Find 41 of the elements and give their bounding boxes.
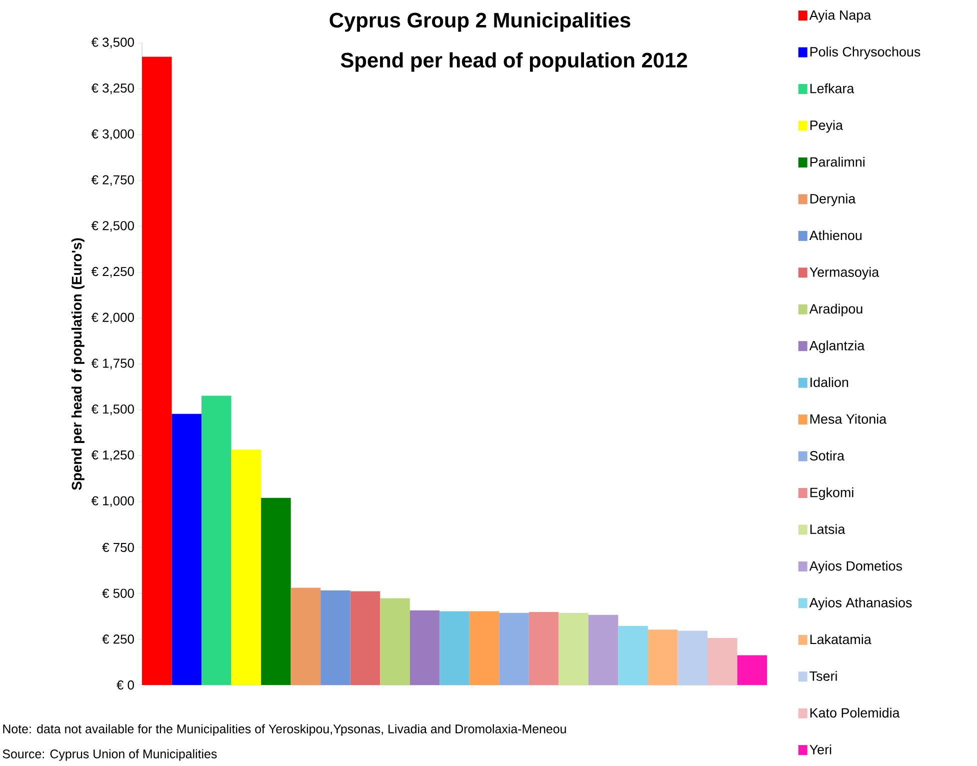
y-tick-label: € 3,000 [91,129,134,140]
y-tick-label: € 3,500 [91,38,134,48]
legend-label: Aradipou [809,304,862,316]
chart-subtitle: Spend per head of population 2012 [340,52,687,72]
y-tick-label: € 1,000 [91,496,134,507]
y-tick-label: € 2,500 [91,221,134,232]
legend-label: Ayios Dometios [809,560,902,574]
chart-title: Cyprus Group 2 Municipalities [330,12,630,32]
y-tick-label: € 2,250 [91,266,134,278]
y-tick-label: € 2,750 [91,175,134,186]
legend-label: Yermasoyia [810,267,880,280]
text: Note: data not available for the Municipalities of Yeroskipou,Ypsonas, Livadia and Dromolaxia-Meneou [3,724,566,736]
legend-label: Yeri [810,744,832,754]
legend-label: Lakatamia [810,634,872,644]
legend-label: Athienou [809,230,862,240]
legend-label: Kato Polemidia [810,708,900,718]
legend-label: Derynia [810,194,856,206]
y-tick-label: € 1,250 [91,450,134,462]
source-note: Source: Cyprus Union of Municipalities [2,749,217,761]
legend-label: Idalion [810,377,848,388]
legend-label: Peyia [810,120,843,133]
legend-label: Ayia Napa [809,10,872,22]
y-tick-label: € 250 [102,634,134,644]
y-tick-label: € 1,750 [91,358,134,370]
y-tick-label: € 1,500 [91,404,134,416]
legend-label: Lefkara [810,83,854,94]
y-tick-label: € 500 [102,588,134,598]
legend-label: Latsia [810,524,846,534]
y-tick-label: € 0 [116,680,134,690]
y-tick-label: € 750 [102,542,134,552]
y-tick-label: € 2,000 [91,312,134,324]
y-axis-title: Spend per head of population (Euro's) [71,238,84,490]
y-tick-label: € 3,250 [91,84,134,94]
legend-label: Aglantzia [809,340,865,354]
legend-label: Ayios Athanasios [809,598,912,610]
legend-label: Paralimni [810,156,864,167]
legend-label: Egkomi [810,487,854,500]
legend-label: Mesa Yitonia [810,414,887,424]
legend-label: Polis Chrysochous [810,46,920,60]
legend-label: Sotira [810,450,844,461]
legend-label: Tseri [810,671,837,681]
